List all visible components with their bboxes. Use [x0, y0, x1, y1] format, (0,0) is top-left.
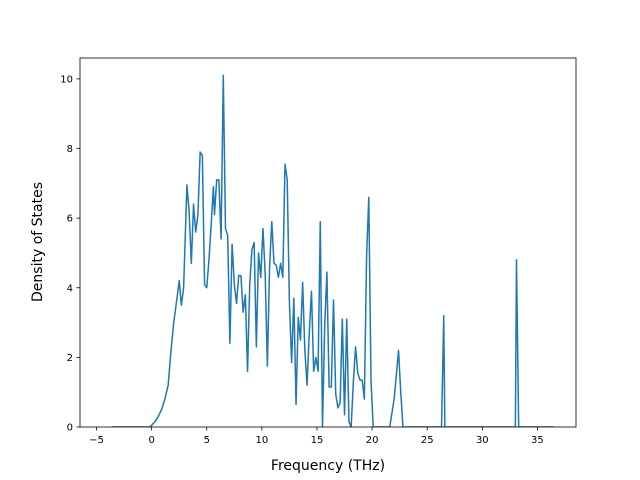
- y-axis-label: Density of States: [30, 182, 46, 302]
- x-axis-label: Frequency (THz): [271, 458, 385, 474]
- x-tick-label: 25: [421, 435, 434, 446]
- y-tick-label: 0: [67, 423, 73, 434]
- y-tick-label: 2: [67, 353, 73, 364]
- x-tick-label: 5: [204, 435, 210, 446]
- plot-area: [111, 74, 554, 427]
- x-tick-label: 20: [366, 435, 379, 446]
- x-tick-label: 0: [148, 435, 154, 446]
- x-tick-label: 30: [476, 435, 489, 446]
- y-tick-label: 10: [60, 74, 73, 85]
- x-tick-label: 35: [531, 435, 544, 446]
- x-axis: −5 0 5 10 15 20 25 30 35: [89, 427, 544, 446]
- y-tick-label: 4: [67, 283, 73, 294]
- y-tick-label: 6: [67, 214, 73, 225]
- y-axis: 0 2 4 6 8 10: [60, 74, 80, 434]
- x-tick-label: 15: [311, 435, 324, 446]
- axes-frame: [79, 57, 577, 428]
- dos-series-line: [111, 74, 554, 427]
- y-tick-label: 8: [67, 144, 73, 155]
- x-tick-label: −5: [89, 435, 104, 446]
- x-tick-label: 10: [255, 435, 268, 446]
